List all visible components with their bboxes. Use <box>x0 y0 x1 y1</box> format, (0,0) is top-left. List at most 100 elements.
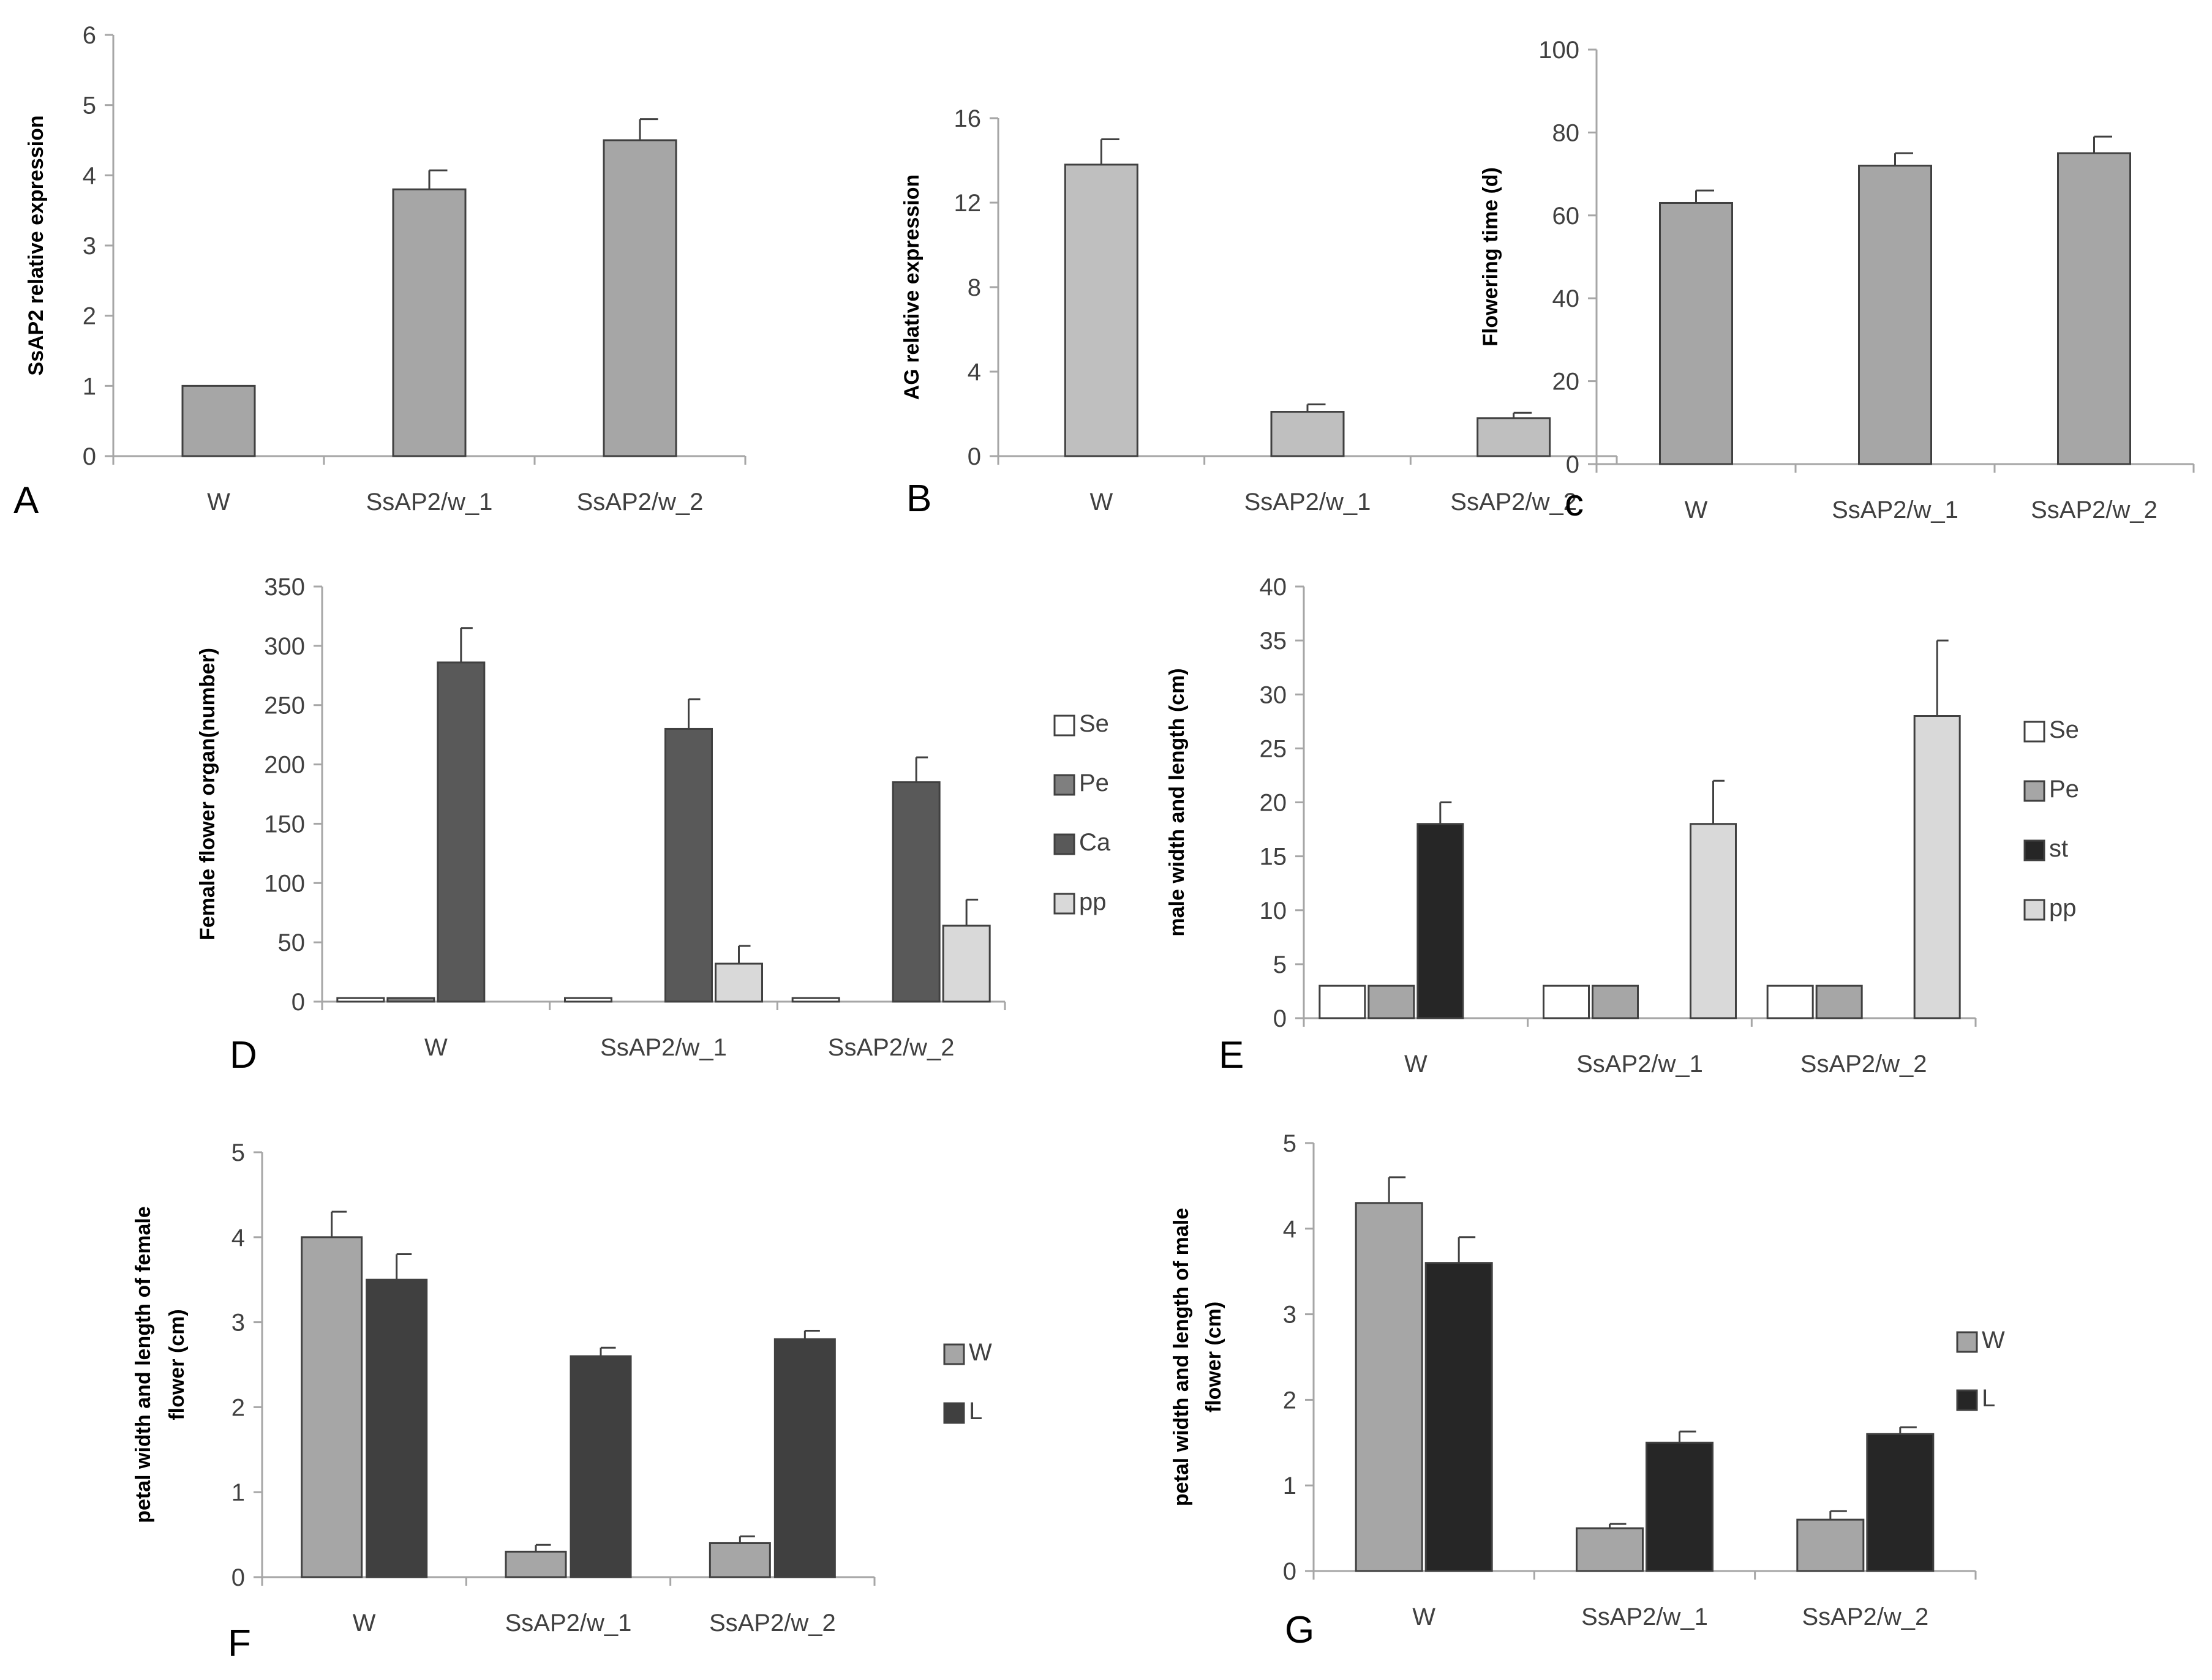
error-bar <box>965 898 979 926</box>
y-tick-label: 4 <box>83 162 96 189</box>
error-bar <box>460 627 473 662</box>
x-category-label: SsAP2/w_1 <box>600 1034 727 1061</box>
legend-swatch <box>1053 833 1075 855</box>
bar <box>1416 823 1464 1019</box>
error-bar <box>1458 1236 1476 1263</box>
bar <box>1766 984 1814 1019</box>
bar <box>1796 1518 1865 1572</box>
legend-label: W <box>1982 1327 2005 1354</box>
y-tick-label: 350 <box>264 574 305 601</box>
y-tick-label: 100 <box>1538 37 1579 64</box>
bar <box>1543 984 1590 1019</box>
bar <box>1858 165 1932 465</box>
x-category-label: W <box>1685 497 1708 523</box>
y-axis-title: male width and length (cm) <box>1165 668 1189 936</box>
y-tick-label: 35 <box>1260 628 1287 654</box>
y-tick-label: 5 <box>231 1139 245 1166</box>
x-category-label: W <box>1404 1051 1428 1078</box>
x-category-label: W <box>1412 1603 1435 1630</box>
legend-swatch <box>1956 1389 1978 1411</box>
y-axis-title: SsAP2 relative expression <box>24 115 48 375</box>
y-tick-label: 16 <box>954 105 982 132</box>
error-bar <box>1513 411 1532 418</box>
y-tick-label: 4 <box>968 359 981 386</box>
y-tick-label: 0 <box>1283 1558 1296 1585</box>
bar <box>1592 984 1639 1019</box>
error-bar <box>1894 152 1913 166</box>
chart-panel-c: 0 20 40 60 80 100 W SsAP2/w_1 SsAP2/w_2 Flowering… <box>1479 37 2195 524</box>
error-bar <box>535 1543 551 1552</box>
error-bar <box>639 118 658 140</box>
bar <box>1690 823 1737 1019</box>
y-tick-label: 2 <box>83 303 96 330</box>
y-tick-label: 5 <box>1273 951 1287 978</box>
chart-panel-d: 0 50 100 150 200 250 300 350 W SsAP2/w_1 SsAP2/w_2… <box>196 574 1111 1076</box>
error-bar <box>1100 138 1119 165</box>
y-tick-label: 12 <box>954 190 982 217</box>
bar <box>366 1278 428 1578</box>
x-category-label: SsAP2/w_2 <box>1802 1603 1928 1630</box>
x-category-label: W <box>424 1034 448 1061</box>
x-category-label: SsAP2/w_1 <box>1581 1603 1708 1630</box>
y-axis-title: petal width and length of male <box>1170 1208 1193 1506</box>
y-tick-label: 3 <box>1283 1302 1296 1329</box>
error-bar <box>1609 1523 1627 1529</box>
legend-swatch <box>2023 899 2045 921</box>
chart-panel-a: 0 1 2 3 4 5 6 W SsAP2/w_1 SsAP2/w_2 SsAP2 relative… <box>13 22 747 522</box>
y-axis-title-line-2: flower (cm) <box>1202 1302 1225 1412</box>
x-category-label: W <box>207 489 230 516</box>
legend-label: Pe <box>1079 770 1109 797</box>
bar <box>1659 201 1733 465</box>
y-tick-label: 0 <box>968 443 981 470</box>
error-bar <box>738 945 751 964</box>
y-tick-label: 2 <box>231 1394 245 1421</box>
legend-swatch <box>1053 893 1075 915</box>
y-tick-label: 40 <box>1260 574 1287 601</box>
error-bar <box>331 1210 347 1237</box>
y-tick-label: 8 <box>968 274 981 301</box>
legend: Se Pe Ca pp <box>1053 710 1111 915</box>
bar <box>603 139 677 457</box>
error-bar <box>1695 189 1714 203</box>
x-category-label: SsAP2/w_1 <box>1244 489 1371 516</box>
panel-letter: E <box>1219 1034 1244 1076</box>
x-category-label: SsAP2/w_1 <box>366 489 493 516</box>
y-tick-label: 2 <box>1283 1387 1296 1414</box>
legend-label: Ca <box>1079 829 1111 856</box>
panel-letter: F <box>228 1622 251 1665</box>
y-tick-label: 6 <box>83 22 96 49</box>
bar <box>1424 1262 1493 1572</box>
x-category-label: W <box>1089 489 1113 516</box>
y-tick-label: 15 <box>1260 844 1287 871</box>
y-tick-label: 50 <box>278 929 306 956</box>
y-axis-title: AG relative expression <box>900 174 924 400</box>
chart-panel-f: 0 1 2 3 4 5 W SsAP2/w_1 SsAP2/w_2 petal width and… <box>132 1139 992 1665</box>
error-bar <box>1829 1510 1847 1520</box>
y-tick-label: 0 <box>1273 1005 1287 1032</box>
panel-letter: B <box>906 478 931 520</box>
bar <box>1319 984 1366 1019</box>
y-tick-label: 60 <box>1552 203 1580 230</box>
error-bar <box>1439 801 1452 824</box>
error-bar <box>688 698 701 729</box>
bar <box>1866 1433 1935 1572</box>
y-axis-title-line-2: flower (cm) <box>165 1309 189 1420</box>
y-tick-label: 3 <box>83 233 96 260</box>
y-tick-label: 0 <box>1566 451 1579 478</box>
legend-swatch <box>2023 839 2045 861</box>
error-bar <box>1899 1426 1917 1434</box>
x-category-label: SsAP2/w_1 <box>1832 497 1958 523</box>
bar <box>715 962 763 1003</box>
legend-label: Se <box>2049 716 2079 743</box>
x-category-label: SsAP2/w_2 <box>2031 497 2157 523</box>
y-tick-label: 0 <box>292 989 305 1016</box>
y-tick-label: 300 <box>264 633 305 660</box>
legend-swatch <box>1956 1331 1978 1353</box>
x-category-label: SsAP2/w_2 <box>709 1610 836 1637</box>
y-tick-label: 3 <box>231 1310 245 1337</box>
bar <box>1355 1202 1423 1572</box>
bar <box>942 924 991 1003</box>
bar <box>386 997 435 1003</box>
chart-panel-g: 0 1 2 3 4 5 W SsAP2/w_1 SsAP2/w_2 petal width and… <box>1170 1130 2005 1651</box>
